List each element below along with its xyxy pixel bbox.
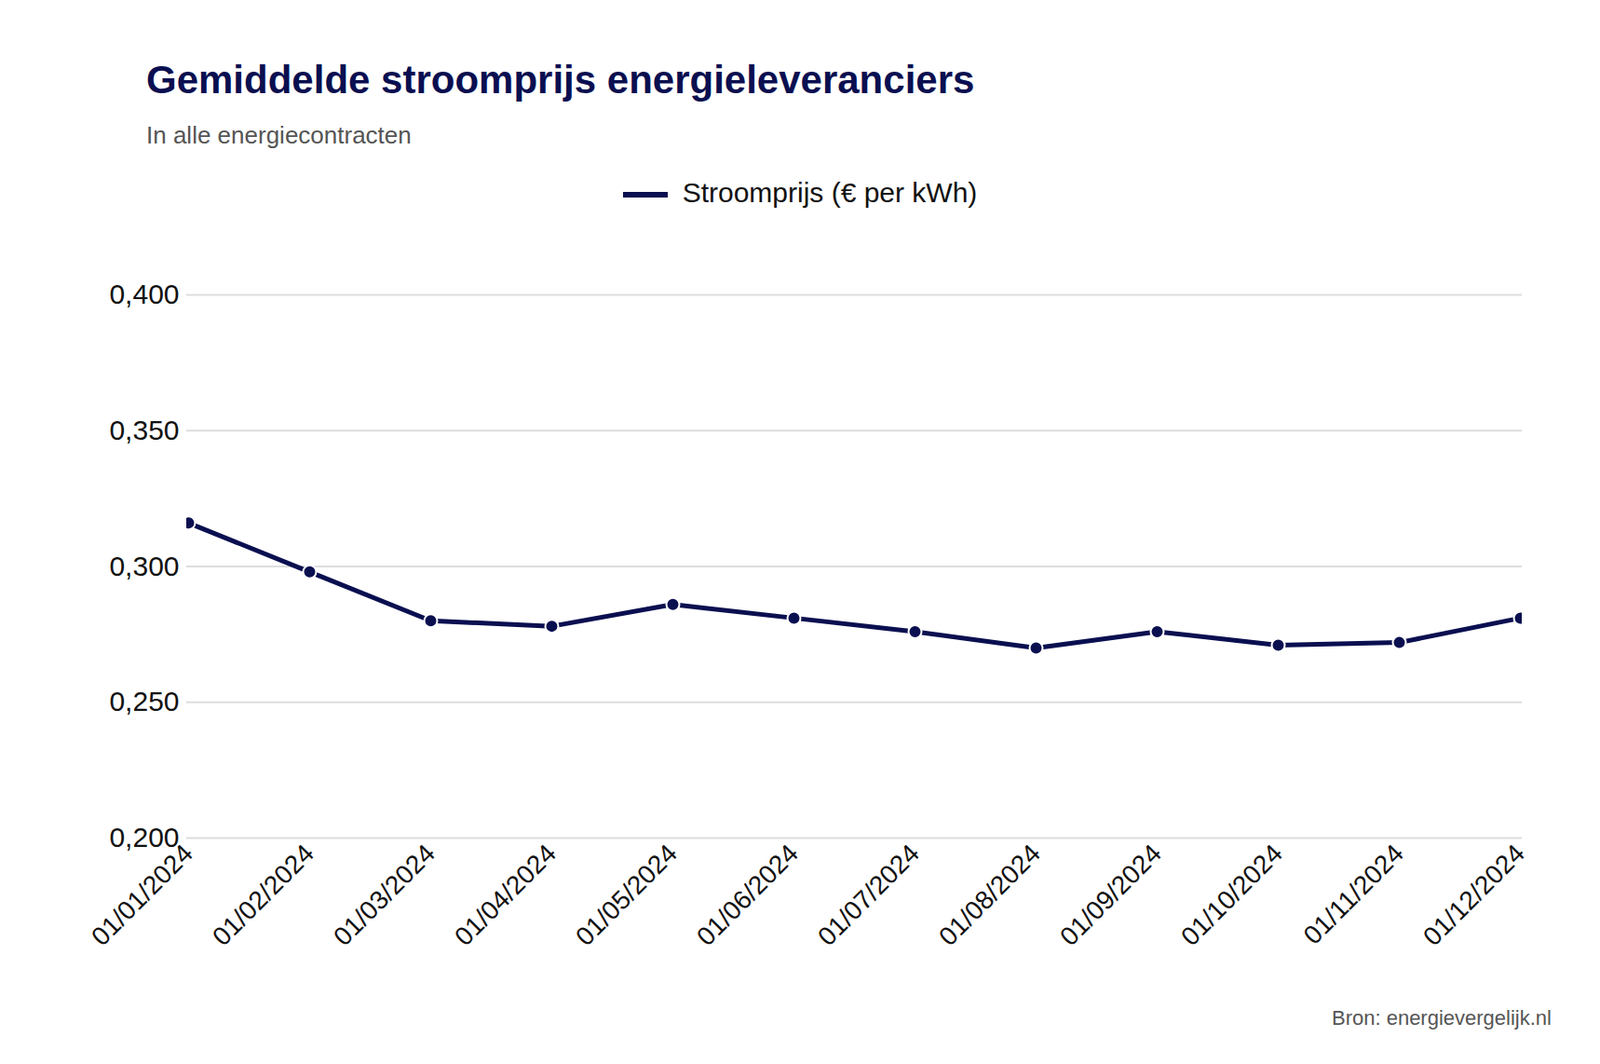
svg-text:0,250: 0,250 <box>108 685 179 717</box>
svg-text:0,350: 0,350 <box>108 414 179 446</box>
html-text:In alle energiecontracten: In alle energiecontracten <box>146 121 412 150</box>
svg-text:0,400: 0,400 <box>108 278 179 310</box>
svg-text:01/09/2024: 01/09/2024 <box>1054 838 1167 951</box>
svg-text:0,300: 0,300 <box>108 550 179 582</box>
svg-text:01/08/2024: 01/08/2024 <box>933 838 1046 951</box>
svg-text:01/06/2024: 01/06/2024 <box>691 838 804 951</box>
svg-text:01/10/2024: 01/10/2024 <box>1175 838 1289 951</box>
svg-text:01/02/2024: 01/02/2024 <box>206 838 320 951</box>
svg-text:01/12/2024: 01/12/2024 <box>1417 838 1531 951</box>
svg-text:01/11/2024: 01/11/2024 <box>1298 838 1411 950</box>
svg-text:01/01/2024: 01/01/2024 <box>85 838 199 951</box>
svg-text:01/05/2024: 01/05/2024 <box>569 838 683 951</box>
svg-text:01/07/2024: 01/07/2024 <box>812 838 925 951</box>
html-text:Stroomprijs (€ per kWh): Stroomprijs (€ per kWh) <box>682 176 978 208</box>
svg-text:0,200: 0,200 <box>109 821 180 853</box>
svg-text:01/03/2024: 01/03/2024 <box>327 838 441 951</box>
html-text:Gemiddelde stroomprijs energie: Gemiddelde stroomprijs energieleverancie… <box>146 57 975 102</box>
html-text:Bron: energievergelijk.nl: Bron: energievergelijk.nl <box>1331 1005 1552 1030</box>
svg-text:01/04/2024: 01/04/2024 <box>448 838 562 951</box>
